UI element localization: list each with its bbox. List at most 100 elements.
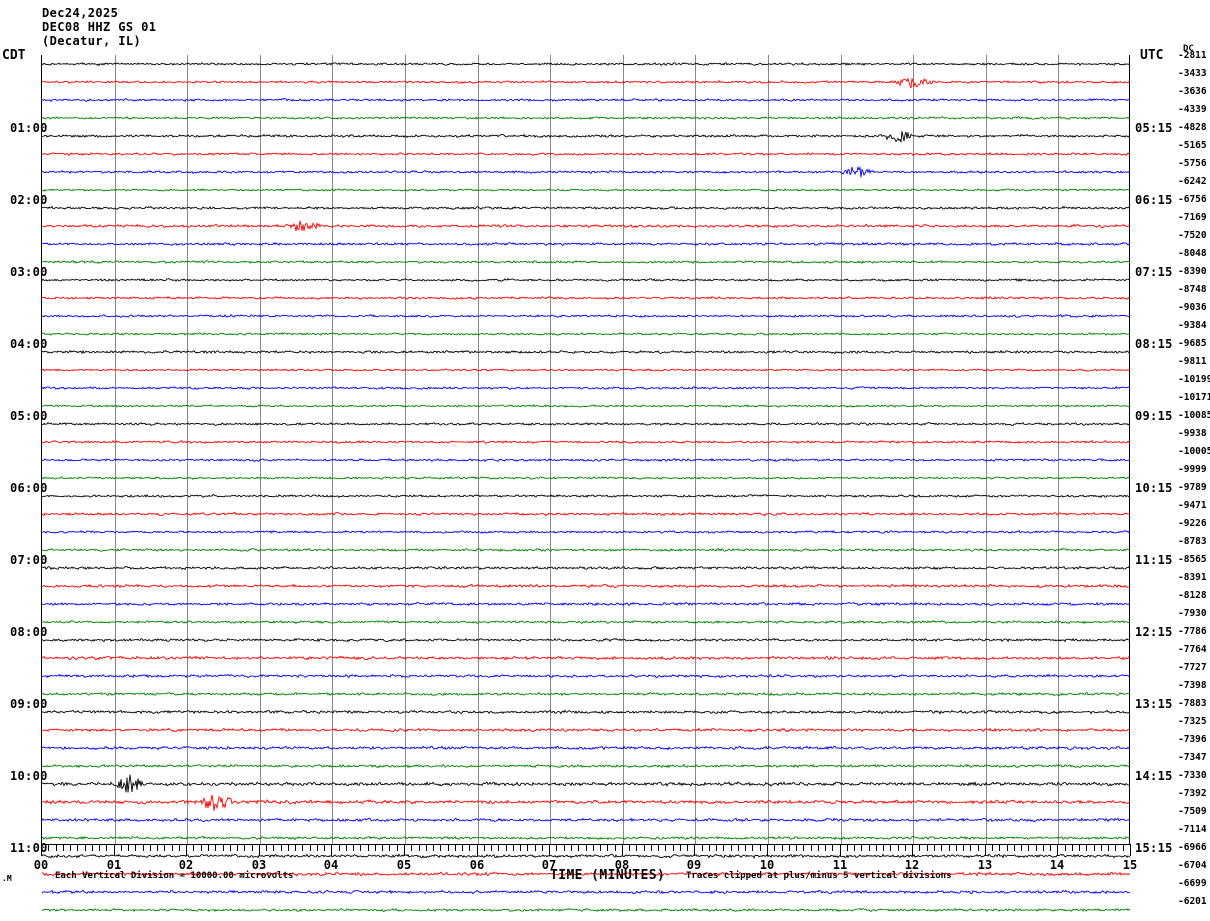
x-tick-minor bbox=[1108, 845, 1109, 851]
x-tick-minor bbox=[999, 845, 1000, 851]
dc-offset-value: -8390 bbox=[1178, 266, 1207, 277]
gridline-minute bbox=[913, 55, 914, 845]
seismic-trace bbox=[42, 449, 1131, 471]
dc-offset-value: -7764 bbox=[1178, 644, 1207, 655]
dc-offset-value: -9685 bbox=[1178, 338, 1207, 349]
seismic-trace bbox=[42, 737, 1131, 759]
x-axis-title: TIME (MINUTES) bbox=[550, 868, 666, 883]
x-tick-minor bbox=[978, 845, 979, 851]
x-tick-minor bbox=[1007, 845, 1008, 851]
seismic-trace bbox=[42, 305, 1131, 327]
seismic-trace bbox=[42, 647, 1131, 669]
dc-offset-value: -9036 bbox=[1178, 302, 1207, 313]
x-tick-minor bbox=[665, 845, 666, 851]
seismic-trace bbox=[42, 665, 1131, 687]
x-tick-label: 07 bbox=[541, 858, 557, 872]
seismic-trace bbox=[42, 575, 1131, 597]
footer-scale-note: Each Vertical Division = 10000.00 microv… bbox=[55, 871, 294, 881]
x-tick-minor bbox=[368, 845, 369, 851]
dc-offset-value: -7930 bbox=[1178, 608, 1207, 619]
seismogram-plot[interactable] bbox=[41, 55, 1130, 845]
seismic-trace bbox=[42, 485, 1131, 507]
seismic-trace bbox=[42, 845, 1131, 867]
x-tick-label: 03 bbox=[251, 858, 267, 872]
x-tick-label: 00 bbox=[33, 858, 49, 872]
x-tick-minor bbox=[433, 845, 434, 851]
dc-offset-value: -7325 bbox=[1178, 716, 1207, 727]
x-tick-minor bbox=[389, 845, 390, 851]
utc-hour-label: 13:15 bbox=[1135, 697, 1173, 711]
x-tick-major bbox=[404, 845, 405, 856]
dc-offset-value: -7169 bbox=[1178, 212, 1207, 223]
seismic-trace bbox=[42, 899, 1131, 921]
dc-offset-value: -2811 bbox=[1178, 50, 1207, 61]
dc-offset-value: -7786 bbox=[1178, 626, 1207, 637]
gridline-minute bbox=[115, 55, 116, 845]
utc-hour-label: 10:15 bbox=[1135, 481, 1173, 495]
header-location: (Decatur, IL) bbox=[42, 34, 142, 48]
x-tick-minor bbox=[1014, 845, 1015, 851]
x-tick-minor bbox=[782, 845, 783, 851]
x-tick-minor bbox=[956, 845, 957, 851]
x-tick-minor bbox=[818, 845, 819, 851]
x-tick-label: 08 bbox=[614, 858, 630, 872]
x-tick-major bbox=[259, 845, 260, 856]
x-tick-minor bbox=[890, 845, 891, 851]
x-tick-minor bbox=[230, 845, 231, 851]
x-tick-label: 14 bbox=[1049, 858, 1065, 872]
dc-offset-value: -7392 bbox=[1178, 788, 1207, 799]
x-tick-minor bbox=[615, 845, 616, 851]
seismic-trace bbox=[42, 71, 1131, 93]
utc-hour-label: 15:15 bbox=[1135, 841, 1173, 855]
x-tick-minor bbox=[121, 845, 122, 851]
x-tick-minor bbox=[310, 845, 311, 851]
dc-offset-value: -9938 bbox=[1178, 428, 1207, 439]
x-tick-minor bbox=[883, 845, 884, 851]
dc-offset-value: -10171 bbox=[1178, 392, 1210, 403]
x-tick-minor bbox=[135, 845, 136, 851]
seismic-trace bbox=[42, 359, 1131, 381]
seismic-trace bbox=[42, 755, 1131, 777]
gridline-minute bbox=[187, 55, 188, 845]
cdt-hour-label: 10:00 bbox=[10, 769, 48, 783]
cdt-hour-label: 04:00 bbox=[10, 337, 48, 351]
dc-offset-value: -8048 bbox=[1178, 248, 1207, 259]
seismic-trace bbox=[42, 521, 1131, 543]
x-tick-minor bbox=[281, 845, 282, 851]
dc-offset-value: -9226 bbox=[1178, 518, 1207, 529]
header-station: DEC08 HHZ GS 01 bbox=[42, 20, 157, 34]
x-tick-minor bbox=[723, 845, 724, 851]
x-tick-minor bbox=[469, 845, 470, 851]
gridline-minute bbox=[332, 55, 333, 845]
x-tick-minor bbox=[709, 845, 710, 851]
dc-offset-value: -7883 bbox=[1178, 698, 1207, 709]
x-tick-minor bbox=[411, 845, 412, 851]
x-tick-minor bbox=[644, 845, 645, 851]
x-tick-minor bbox=[970, 845, 971, 851]
dc-offset-value: -8783 bbox=[1178, 536, 1207, 547]
x-tick-major bbox=[1057, 845, 1058, 856]
x-tick-minor bbox=[876, 845, 877, 851]
dc-offset-value: -7398 bbox=[1178, 680, 1207, 691]
x-tick-minor bbox=[905, 845, 906, 851]
seismic-trace bbox=[42, 791, 1131, 813]
x-tick-minor bbox=[128, 845, 129, 851]
gridline-minute bbox=[986, 55, 987, 845]
x-tick-minor bbox=[172, 845, 173, 851]
x-tick-minor bbox=[803, 845, 804, 851]
seismic-trace bbox=[42, 539, 1131, 561]
x-tick-minor bbox=[963, 845, 964, 851]
x-tick-minor bbox=[1028, 845, 1029, 851]
x-tick-minor bbox=[564, 845, 565, 851]
gridline-minute bbox=[768, 55, 769, 845]
x-tick-minor bbox=[651, 845, 652, 851]
cdt-hour-label: 11:00 bbox=[10, 841, 48, 855]
gridline-minute bbox=[623, 55, 624, 845]
dc-offset-value: -6756 bbox=[1178, 194, 1207, 205]
x-tick-label: 01 bbox=[106, 858, 122, 872]
dc-offset-value: -7509 bbox=[1178, 806, 1207, 817]
x-tick-label: 12 bbox=[904, 858, 920, 872]
x-tick-minor bbox=[796, 845, 797, 851]
x-tick-minor bbox=[869, 845, 870, 851]
dc-offset-value: -5165 bbox=[1178, 140, 1207, 151]
